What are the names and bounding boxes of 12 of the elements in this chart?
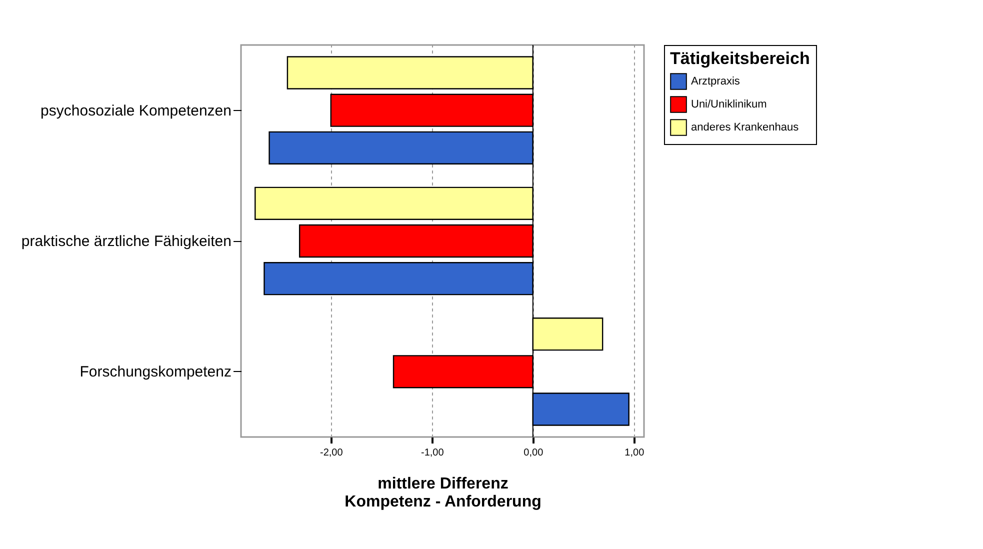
- x-tick-label: -1,00: [420, 448, 444, 458]
- legend-label: Uni/Uniklinikum: [691, 98, 767, 110]
- legend-title: Tätigkeitsbereich: [670, 49, 810, 68]
- y-tick-label: psychosoziale Kompetenzen: [40, 102, 232, 120]
- legend-label: anderes Krankenhaus: [691, 122, 800, 134]
- legend-label: Arztpraxis: [691, 76, 740, 88]
- x-axis-title: mittlere Differenz Kompetenz - Anforderung: [344, 476, 542, 510]
- x-tick-label: 0,00: [524, 448, 544, 458]
- x-tick-label: -2,00: [320, 448, 344, 458]
- y-tick-label: Forschungskompetenz: [80, 364, 232, 381]
- x-tick-label: 1,00: [624, 448, 645, 458]
- y-tick-label: praktische ärztliche Fähigkeiten: [21, 233, 232, 250]
